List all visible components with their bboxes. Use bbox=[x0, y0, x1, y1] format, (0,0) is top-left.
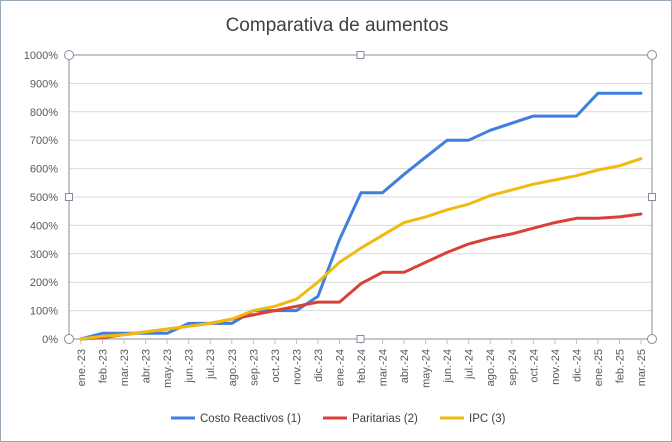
x-tick-label: oct.-23 bbox=[270, 349, 282, 383]
y-tick-label: 0% bbox=[42, 334, 58, 346]
resize-handle[interactable] bbox=[356, 335, 365, 343]
x-tick-label: nov.-24 bbox=[550, 349, 562, 385]
resize-handle[interactable] bbox=[356, 51, 365, 59]
x-tick-label: ene.-23 bbox=[76, 349, 88, 386]
y-tick-label: 1000% bbox=[24, 50, 58, 62]
selection-handles bbox=[64, 50, 657, 344]
y-tick-label: 600% bbox=[30, 164, 58, 176]
x-tick-label: may.-24 bbox=[421, 349, 433, 388]
x-tick-label: dic.-23 bbox=[313, 349, 325, 382]
resize-handle[interactable] bbox=[647, 50, 657, 60]
series-line[interactable] bbox=[79, 212, 643, 341]
y-tick-label: 400% bbox=[30, 220, 58, 232]
x-tick-label: sep.-23 bbox=[248, 349, 260, 386]
x-tick-label: mar.-25 bbox=[636, 349, 648, 386]
y-tick-label: 100% bbox=[30, 306, 58, 318]
x-tick-label: ene.-24 bbox=[334, 349, 346, 386]
x-axis-tick-labels: ene.-23 feb.-23 mar.-23 abr.-23 may.-23 jun.-… bbox=[76, 339, 648, 388]
x-tick-label: feb.-24 bbox=[356, 349, 368, 383]
series-line[interactable] bbox=[79, 157, 643, 341]
x-tick-label: abr.-23 bbox=[141, 349, 153, 383]
x-tick-label: jul.-24 bbox=[464, 349, 476, 380]
x-tick-label: ago.-23 bbox=[227, 349, 239, 386]
legend-label: IPC (3) bbox=[469, 413, 506, 425]
y-tick-label: 800% bbox=[30, 107, 58, 119]
resize-handle[interactable] bbox=[648, 193, 656, 201]
x-tick-label: mar.-24 bbox=[378, 349, 390, 386]
resize-handle[interactable] bbox=[65, 193, 73, 201]
y-tick-label: 900% bbox=[30, 78, 58, 90]
resize-handle[interactable] bbox=[647, 334, 657, 344]
resize-handle[interactable] bbox=[64, 50, 74, 60]
x-tick-label: dic.-24 bbox=[571, 349, 583, 382]
x-tick-label: nov.-23 bbox=[291, 349, 303, 385]
x-tick-label: jun.-24 bbox=[442, 349, 454, 384]
x-tick-label: jun.-23 bbox=[184, 349, 196, 384]
chart-title: Comparativa de aumentos bbox=[225, 15, 449, 36]
x-tick-label: ago.-24 bbox=[485, 349, 497, 386]
resize-handle[interactable] bbox=[64, 334, 74, 344]
y-axis-tick-labels: 0% 100% 200% 300% 400% 500% 600% 700% 800% 900% 10… bbox=[24, 50, 58, 346]
legend: Costo Reactivos (1) Paritarias (2) IPC (3) bbox=[171, 413, 506, 425]
x-tick-label: may.-23 bbox=[162, 349, 174, 388]
series-lines bbox=[79, 91, 643, 341]
x-tick-label: feb.-23 bbox=[98, 349, 110, 383]
legend-label: Costo Reactivos (1) bbox=[200, 413, 301, 425]
y-tick-label: 500% bbox=[30, 192, 58, 204]
legend-label: Paritarias (2) bbox=[352, 413, 418, 425]
x-tick-label: mar.-23 bbox=[119, 349, 131, 386]
x-tick-label: ene.-25 bbox=[593, 349, 605, 386]
y-tick-label: 200% bbox=[30, 277, 58, 289]
x-tick-label: feb.-25 bbox=[614, 349, 626, 383]
x-tick-label: jul.-23 bbox=[205, 349, 217, 380]
series-line[interactable] bbox=[79, 91, 643, 341]
x-tick-label: sep.-24 bbox=[507, 349, 519, 386]
x-tick-label: oct.-24 bbox=[528, 349, 540, 383]
x-tick-label: abr.-24 bbox=[399, 349, 411, 383]
y-tick-label: 300% bbox=[30, 249, 58, 261]
y-tick-label: 700% bbox=[30, 135, 58, 147]
